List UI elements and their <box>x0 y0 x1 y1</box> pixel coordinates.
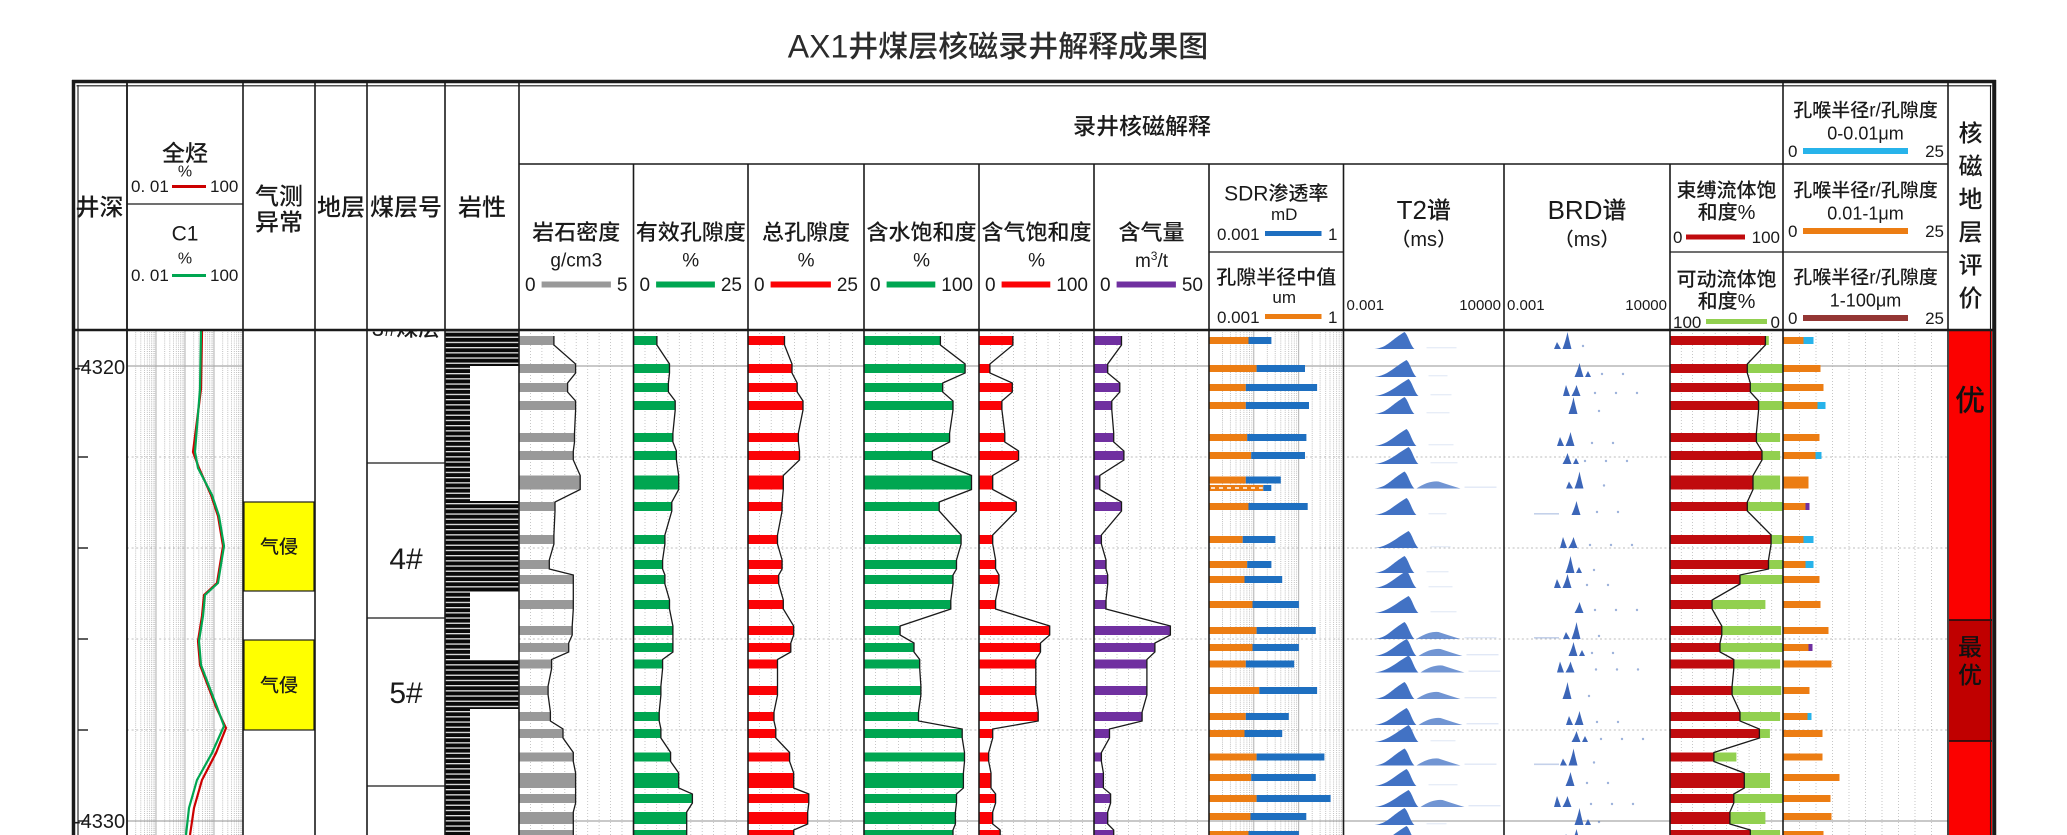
svg-text:C1: C1 <box>172 223 199 246</box>
svg-text:%: % <box>178 251 192 268</box>
svg-text:25: 25 <box>1925 142 1944 161</box>
svg-text:%: % <box>1738 291 1756 313</box>
svg-text:ms: ms <box>1410 229 1437 251</box>
svg-text:5: 5 <box>617 275 628 296</box>
svg-text:100: 100 <box>1752 228 1780 247</box>
svg-text:AX1: AX1 <box>788 28 848 64</box>
svg-text:0.001: 0.001 <box>1217 225 1260 244</box>
svg-text:r/: r/ <box>1869 181 1881 202</box>
svg-text:0.001: 0.001 <box>1347 297 1385 314</box>
svg-text:25: 25 <box>721 275 742 296</box>
svg-text:0. 01: 0. 01 <box>131 177 169 196</box>
svg-text:r/: r/ <box>1869 268 1881 289</box>
svg-text:0. 01: 0. 01 <box>131 266 169 285</box>
svg-text:5#: 5# <box>389 677 423 710</box>
svg-text:0: 0 <box>1788 309 1797 328</box>
svg-text:0.001: 0.001 <box>1217 308 1260 327</box>
svg-text:m3/t: m3/t <box>1135 249 1169 272</box>
svg-text:ms: ms <box>1574 229 1601 251</box>
svg-text:25: 25 <box>837 275 858 296</box>
svg-text:25: 25 <box>1925 222 1944 241</box>
svg-text:%: % <box>178 164 192 181</box>
svg-text:50: 50 <box>1182 275 1203 296</box>
svg-text:0.001: 0.001 <box>1507 297 1545 314</box>
svg-text:0: 0 <box>870 275 881 296</box>
svg-text:0: 0 <box>1673 228 1682 247</box>
svg-text:1: 1 <box>1328 308 1337 327</box>
svg-text:1-100μm: 1-100μm <box>1830 290 1901 310</box>
svg-text:BRD: BRD <box>1548 195 1603 225</box>
svg-text:10000: 10000 <box>1625 297 1667 314</box>
svg-text:0: 0 <box>1788 222 1797 241</box>
svg-text:0.01-1μm: 0.01-1μm <box>1827 203 1903 223</box>
svg-text:-4320: -4320 <box>74 357 125 379</box>
svg-text:SDR: SDR <box>1224 183 1268 206</box>
svg-text:%: % <box>682 251 699 272</box>
svg-text:T2: T2 <box>1397 195 1427 225</box>
svg-text:1: 1 <box>1328 225 1337 244</box>
svg-text:100: 100 <box>210 266 238 285</box>
svg-text:3#: 3# <box>372 316 397 341</box>
svg-text:%: % <box>1028 251 1045 272</box>
svg-text:0-0.01μm: 0-0.01μm <box>1827 123 1903 143</box>
svg-text:0: 0 <box>525 275 536 296</box>
svg-text:0: 0 <box>754 275 765 296</box>
svg-text:%: % <box>1738 202 1756 224</box>
svg-text:0: 0 <box>1100 275 1111 296</box>
svg-text:0: 0 <box>1771 313 1780 332</box>
svg-text:100: 100 <box>210 177 238 196</box>
svg-text:25: 25 <box>1925 309 1944 328</box>
svg-text:0: 0 <box>1788 142 1797 161</box>
svg-text:r/: r/ <box>1869 101 1881 122</box>
svg-text:-4330: -4330 <box>74 811 125 833</box>
svg-text:%: % <box>913 251 930 272</box>
svg-text:100: 100 <box>1673 313 1701 332</box>
svg-text:0: 0 <box>640 275 651 296</box>
svg-text:0: 0 <box>985 275 996 296</box>
svg-text:100: 100 <box>1056 275 1088 296</box>
svg-text:g/cm3: g/cm3 <box>550 251 602 272</box>
svg-text:10000: 10000 <box>1459 297 1501 314</box>
svg-text:4#: 4# <box>389 543 423 576</box>
svg-text:mD: mD <box>1271 205 1297 224</box>
svg-text:100: 100 <box>941 275 973 296</box>
svg-text:%: % <box>798 251 815 272</box>
svg-text:um: um <box>1272 288 1296 307</box>
